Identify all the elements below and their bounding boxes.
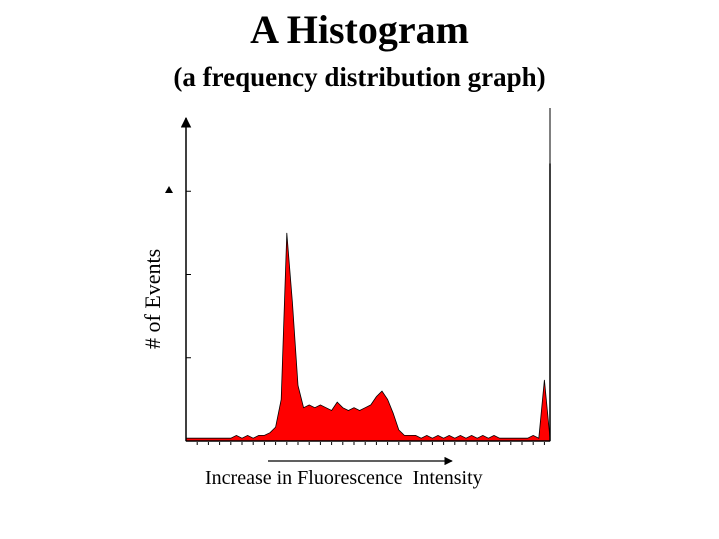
y-label-arrow [165, 186, 173, 193]
x-axis-label: Increase in Fluorescence Intensity [205, 467, 483, 489]
histogram-area [185, 232, 551, 442]
y-axis-label: # of Events [140, 248, 165, 349]
chart-subtitle: (a frequency distribution graph) [173, 62, 546, 92]
chart-title: A Histogram [250, 7, 469, 52]
plot-area [165, 108, 551, 466]
